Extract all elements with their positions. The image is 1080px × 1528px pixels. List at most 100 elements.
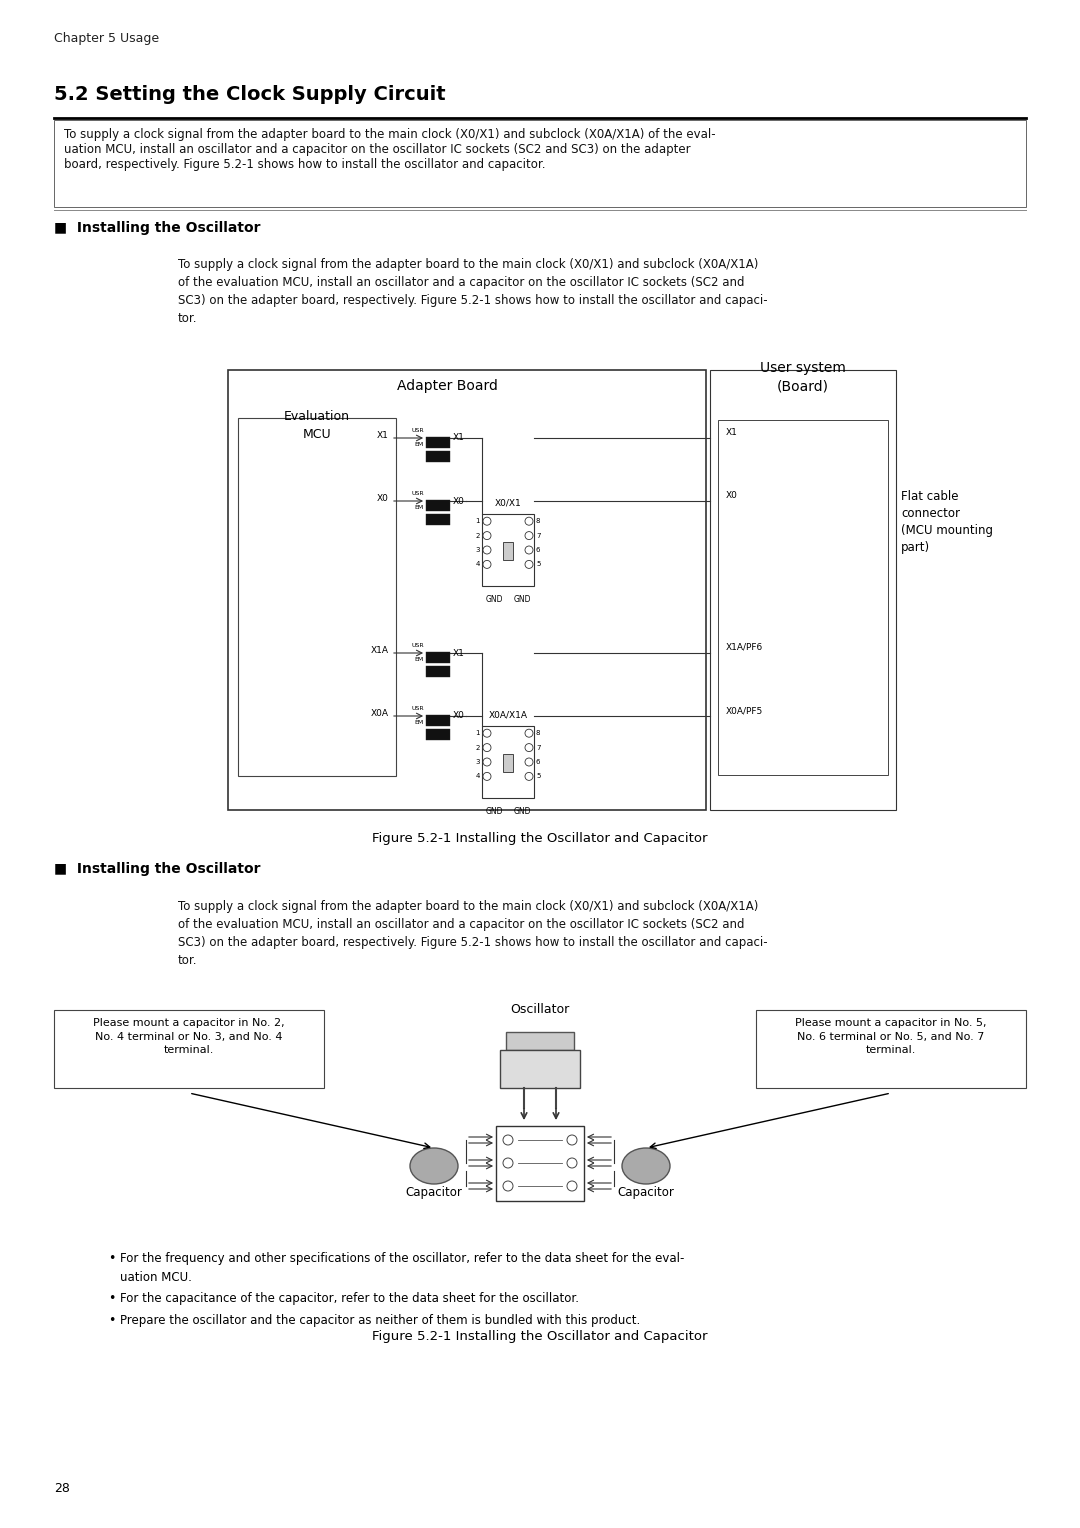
Text: 4: 4 [475,561,480,567]
Text: X0A/PF5: X0A/PF5 [726,706,764,715]
Bar [718,420,888,775]
Circle shape [483,744,491,752]
Text: Chapter 5 Usage: Chapter 5 Usage [54,32,159,44]
Text: 2: 2 [475,744,480,750]
Text: X0A: X0A [372,709,389,718]
Text: To supply a clock signal from the adapter board to the main clock (X0/X1) and su: To supply a clock signal from the adapte… [64,128,716,171]
Text: 1: 1 [475,518,480,524]
Bar [426,651,450,663]
Bar [503,542,513,559]
Text: GND: GND [513,594,530,604]
Text: Please mount a capacitor in No. 2,
No. 4 terminal or No. 3, and No. 4
terminal.: Please mount a capacitor in No. 2, No. 4… [93,1018,285,1056]
Bar [54,1010,324,1088]
Text: Evaluation
MCU: Evaluation MCU [284,410,350,442]
Text: GND: GND [513,807,530,816]
Text: USR: USR [411,428,424,432]
Text: User system
(Board): User system (Board) [760,361,846,393]
Text: EM: EM [415,657,424,662]
Bar [710,370,896,810]
Text: X0A/X1A: X0A/X1A [488,711,527,720]
Ellipse shape [622,1148,670,1184]
Text: For the capacitance of the capacitor, refer to the data sheet for the oscillator: For the capacitance of the capacitor, re… [120,1293,579,1305]
Text: •: • [108,1251,116,1265]
Circle shape [483,772,491,781]
Text: Oscillator: Oscillator [511,1002,569,1016]
Text: Please mount a capacitor in No. 5,
No. 6 terminal or No. 5, and No. 7
terminal.: Please mount a capacitor in No. 5, No. 6… [795,1018,987,1056]
Bar [426,729,450,740]
Text: •: • [108,1314,116,1326]
Circle shape [525,772,534,781]
Text: Flat cable
connector
(MCU mounting
part): Flat cable connector (MCU mounting part) [901,490,993,555]
Bar [496,1126,584,1201]
Text: 6: 6 [536,547,540,553]
Text: USR: USR [411,490,424,497]
Circle shape [567,1181,577,1190]
Text: 5: 5 [536,773,540,779]
Text: For the frequency and other specifications of the oscillator, refer to the data : For the frequency and other specificatio… [120,1251,685,1284]
Circle shape [525,744,534,752]
Bar [426,451,450,461]
Text: 2: 2 [475,533,480,538]
Text: 1: 1 [475,730,480,736]
Text: 5: 5 [536,561,540,567]
Text: X1: X1 [453,648,464,657]
Text: X0: X0 [726,490,738,500]
Bar [482,513,534,587]
Text: To supply a clock signal from the adapter board to the main clock (X0/X1) and su: To supply a clock signal from the adapte… [178,258,768,325]
Text: 6: 6 [536,759,540,766]
Text: X1: X1 [726,428,738,437]
Text: 28: 28 [54,1482,70,1494]
Circle shape [525,545,534,555]
Text: Figure 5.2-1 Installing the Oscillator and Capacitor: Figure 5.2-1 Installing the Oscillator a… [373,833,707,845]
Text: X1: X1 [453,434,464,443]
Circle shape [525,758,534,766]
Text: 4: 4 [475,773,480,779]
Text: X0: X0 [453,712,464,721]
Text: X1A: X1A [372,646,389,656]
Circle shape [525,532,534,539]
Text: To supply a clock signal from the adapter board to the main clock (X0/X1) and su: To supply a clock signal from the adapte… [178,900,768,967]
Text: X0: X0 [377,494,389,503]
Bar [228,370,706,810]
Text: Adapter Board: Adapter Board [396,379,498,393]
Circle shape [483,516,491,526]
Bar [756,1010,1026,1088]
Text: X1: X1 [377,431,389,440]
Bar [54,121,1026,206]
Text: EM: EM [415,442,424,448]
Text: 8: 8 [536,730,540,736]
Bar [426,513,450,524]
Text: 7: 7 [536,744,540,750]
Circle shape [483,545,491,555]
Text: X1A/PF6: X1A/PF6 [726,643,764,652]
Bar [426,437,450,448]
Text: GND: GND [485,807,503,816]
Circle shape [483,532,491,539]
Text: 7: 7 [536,533,540,538]
Bar [500,1050,580,1088]
Text: 3: 3 [475,547,480,553]
Text: 3: 3 [475,759,480,766]
Circle shape [567,1158,577,1167]
Circle shape [503,1135,513,1144]
Circle shape [567,1135,577,1144]
Bar [426,715,450,726]
Text: Prepare the oscillator and the capacitor as neither of them is bundled with this: Prepare the oscillator and the capacitor… [120,1314,640,1326]
Bar [507,1031,573,1050]
Text: GND: GND [485,594,503,604]
Bar [503,753,513,772]
Text: EM: EM [415,504,424,510]
Text: Capacitor: Capacitor [406,1186,462,1199]
Circle shape [525,516,534,526]
Circle shape [503,1158,513,1167]
Text: X0/X1: X0/X1 [495,498,522,507]
Text: X0: X0 [453,497,464,506]
Text: USR: USR [411,643,424,648]
Text: ■  Installing the Oscillator: ■ Installing the Oscillator [54,222,260,235]
Bar [426,666,450,677]
Circle shape [483,729,491,736]
Bar [426,500,450,510]
Text: Capacitor: Capacitor [618,1186,674,1199]
Text: 8: 8 [536,518,540,524]
Text: •: • [108,1293,116,1305]
